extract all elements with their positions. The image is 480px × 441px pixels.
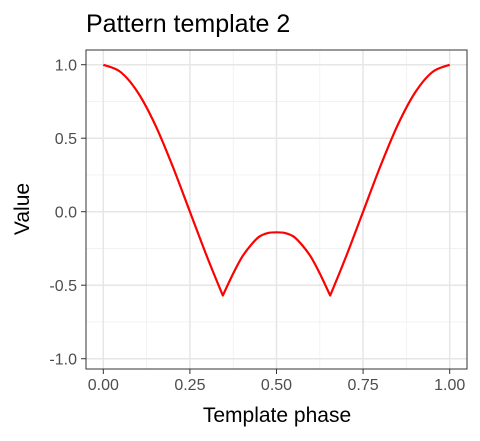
x-tick-label: 0.25 <box>174 377 205 394</box>
ticks-layer: 0.00 0.25 0.50 0.75 1.00 -1.0 -0.5 0.0 0.5 1.0 <box>49 58 465 394</box>
x-tick-label: 0.00 <box>88 377 119 394</box>
series-line <box>102 63 451 297</box>
y-tick-label: 0.5 <box>55 131 77 148</box>
x-tick-label: 1.00 <box>434 377 465 394</box>
chart-title: Pattern template 2 <box>86 10 290 38</box>
series-layer <box>102 63 451 297</box>
grid-major <box>86 50 467 369</box>
x-axis-label: Template phase <box>203 404 351 427</box>
x-tick-label: 0.50 <box>261 377 292 394</box>
y-tick-label: 1.0 <box>55 58 77 75</box>
y-tick-label: -0.5 <box>49 278 77 295</box>
y-tick-label: -1.0 <box>49 352 77 369</box>
y-tick-label: 0.0 <box>55 205 77 222</box>
x-tick-label: 0.75 <box>348 377 379 394</box>
y-axis-label: Value <box>11 183 34 235</box>
